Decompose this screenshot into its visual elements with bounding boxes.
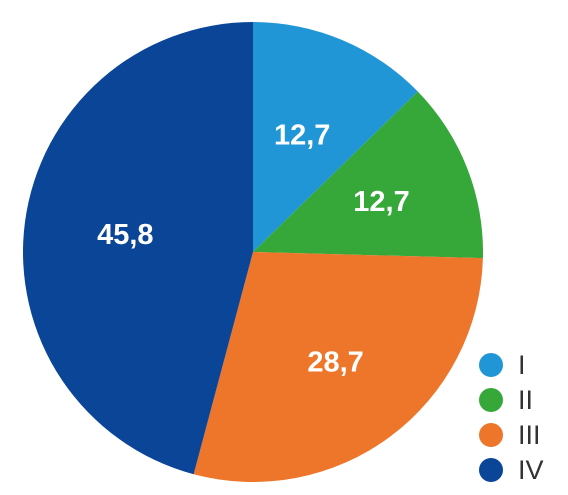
pie-slice-ii	[253, 91, 484, 259]
slice-value-label-i: 12,7	[274, 120, 330, 152]
legend-label-iv: IV	[518, 455, 544, 485]
slice-value-label-iii: 28,7	[307, 347, 363, 379]
slice-value-label-iv: 45,8	[97, 219, 153, 251]
pie-slice-i	[253, 22, 418, 252]
legend-label-iii: III	[518, 420, 541, 450]
legend-label-ii: II	[518, 385, 533, 415]
pie-slice-iv	[23, 22, 254, 475]
pie-slices	[23, 22, 484, 482]
legend-swatch-iii	[479, 423, 503, 447]
pie-slice-iii	[193, 252, 483, 482]
legend-swatch-ii	[479, 388, 503, 412]
slice-value-label-ii: 12,7	[353, 186, 409, 218]
slice-value-labels: 12,7 12,7 28,7 45,8	[97, 120, 410, 379]
legend-swatch-i	[479, 353, 503, 377]
legend-swatch-iv	[479, 458, 503, 482]
legend-label-i: I	[518, 350, 526, 380]
